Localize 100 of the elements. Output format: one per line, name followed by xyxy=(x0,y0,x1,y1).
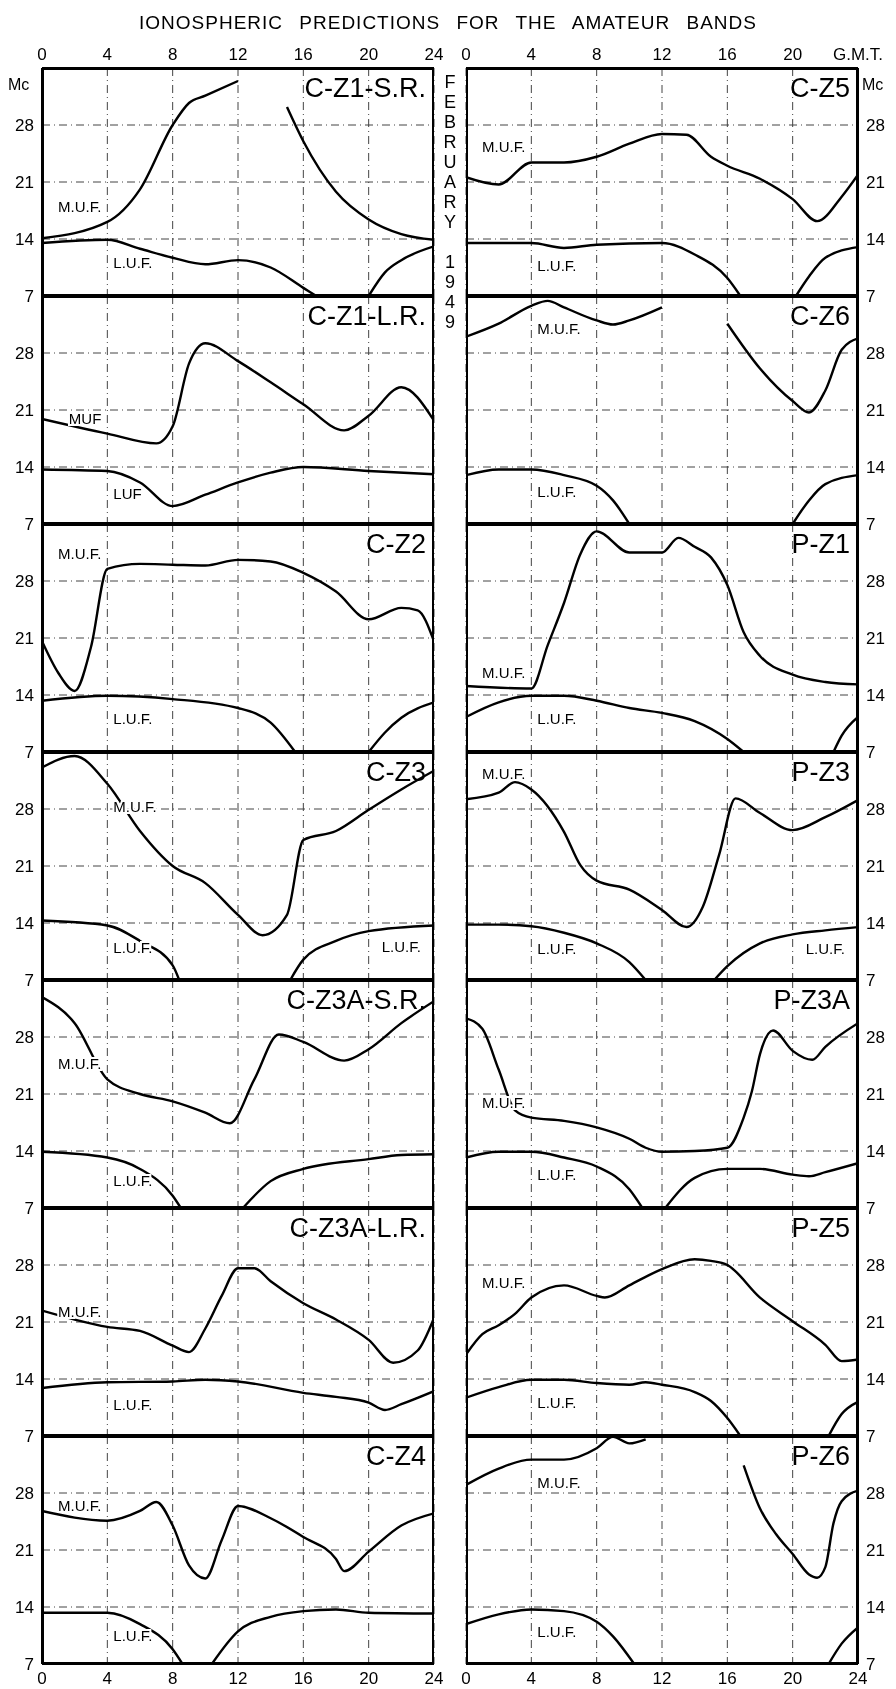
y-tick-label: 7 xyxy=(24,287,34,307)
x-tick-label: 0 xyxy=(37,1669,47,1689)
y-tick-label: 28 xyxy=(866,800,885,820)
y-tick-label: 7 xyxy=(866,971,876,991)
y-tick-label: 7 xyxy=(24,971,34,991)
y-tick-label: 28 xyxy=(15,572,34,592)
y-tick-label: 7 xyxy=(866,1655,876,1675)
y-tick-label: 28 xyxy=(866,1484,885,1504)
y-tick-label: 21 xyxy=(15,401,34,421)
chart-title: P-Z3 xyxy=(791,756,850,788)
x-tick-label: 0 xyxy=(461,1669,471,1689)
y-tick-label: 7 xyxy=(866,1427,876,1447)
y-tick-label: 14 xyxy=(866,1370,885,1390)
chart-title: C-Z3 xyxy=(366,756,426,788)
annotation: L.U.F. xyxy=(381,937,421,955)
x-tick-label: 16 xyxy=(717,45,737,64)
y-tick-label: 21 xyxy=(15,1313,34,1333)
x-tick-label: 0 xyxy=(37,45,47,64)
y-tick-label: 7 xyxy=(866,515,876,535)
x-tick-label: 20 xyxy=(359,45,379,64)
y-tick-label: 28 xyxy=(866,1028,885,1048)
x-tick-label: 24 xyxy=(424,1669,444,1689)
chart-title: P-Z5 xyxy=(791,1212,850,1244)
y-tick-label: 21 xyxy=(15,857,34,877)
y-axis-title: Mc xyxy=(862,76,884,94)
x-tick-label: 12 xyxy=(228,1669,248,1689)
x-tick-label: 16 xyxy=(717,1669,737,1689)
y-tick-label: 14 xyxy=(866,1142,885,1162)
y-tick-label: 21 xyxy=(15,1541,34,1561)
chart-title: C-Z1-S.R. xyxy=(304,72,426,104)
x-tick-label: 20 xyxy=(783,45,803,64)
series-label: L.U.F. xyxy=(113,1626,153,1644)
y-tick-label: 14 xyxy=(15,1598,34,1618)
y-tick-label: 21 xyxy=(866,173,885,193)
series-label: M.U.F. xyxy=(57,544,102,562)
series-label: L.U.F. xyxy=(537,709,577,727)
series-label: M.U.F. xyxy=(57,1496,102,1514)
y-tick-label: 28 xyxy=(15,116,34,136)
series-label: L.U.F. xyxy=(537,940,577,958)
series-label: L.U.F. xyxy=(537,483,577,501)
y-tick-label: 28 xyxy=(866,344,885,364)
y-tick-label: 21 xyxy=(866,857,885,877)
y-tick-label: 14 xyxy=(866,458,885,478)
series-label: M.U.F. xyxy=(481,1273,526,1291)
series-label: M.U.F. xyxy=(481,765,526,783)
y-tick-label: 21 xyxy=(15,629,34,649)
y-tick-label: 14 xyxy=(15,1142,34,1162)
y-tick-label: 14 xyxy=(866,914,885,934)
y-tick-label: 28 xyxy=(15,800,34,820)
series-label: L.U.F. xyxy=(537,257,577,275)
series-label: L.U.F. xyxy=(537,1623,577,1641)
x-tick-label: G.M.T. xyxy=(832,45,884,64)
series-label: L.U.F. xyxy=(113,1171,153,1189)
series-label: M.U.F. xyxy=(481,664,526,682)
text: FEBRUARY 1949 xyxy=(439,72,461,332)
series-label: L.U.F. xyxy=(113,253,153,271)
y-tick-label: 28 xyxy=(866,1256,885,1276)
y-tick-label: 7 xyxy=(866,743,876,763)
chart-title: P-Z6 xyxy=(791,1440,850,1472)
y-tick-label: 21 xyxy=(15,1085,34,1105)
series-label: L.U.F. xyxy=(113,939,153,957)
y-tick-label: 7 xyxy=(24,743,34,763)
series-label: M.U.F. xyxy=(537,319,581,337)
series-label: M.U.F. xyxy=(57,1302,102,1320)
y-tick-label: 28 xyxy=(15,344,34,364)
x-tick-label: 12 xyxy=(652,1669,672,1689)
y-tick-label: 7 xyxy=(24,1199,34,1219)
series-label: MUF xyxy=(68,409,102,427)
series-label: L.U.F. xyxy=(113,709,153,727)
y-tick-label: 21 xyxy=(866,401,885,421)
y-tick-label: 14 xyxy=(866,1598,885,1618)
x-tick-label: 4 xyxy=(526,45,537,64)
x-tick-label: 8 xyxy=(167,1669,178,1689)
series-label: LUF xyxy=(113,485,142,503)
y-tick-label: 7 xyxy=(866,1199,876,1219)
chart-title: C-Z1-L.R. xyxy=(307,300,426,332)
x-tick-label: 8 xyxy=(591,1669,602,1689)
y-tick-label: 28 xyxy=(866,572,885,592)
series-label: M.U.F. xyxy=(537,1473,581,1491)
chart-title: C-Z3A-S.R. xyxy=(286,984,426,1016)
chart-title: C-Z6 xyxy=(790,300,850,332)
y-tick-label: 21 xyxy=(866,1541,885,1561)
x-tick-label: 24 xyxy=(424,45,444,64)
chart-title: C-Z3A-L.R. xyxy=(289,1212,426,1244)
y-tick-label: 14 xyxy=(15,230,34,250)
y-tick-label: 14 xyxy=(15,1370,34,1390)
y-tick-label: 14 xyxy=(15,458,34,478)
y-tick-label: 7 xyxy=(24,1427,34,1447)
y-tick-label: 28 xyxy=(866,116,885,136)
x-tick-label: 24 xyxy=(848,1669,868,1689)
series-label: L.U.F. xyxy=(537,1393,577,1411)
y-tick-label: 7 xyxy=(24,515,34,535)
chart-title: C-Z5 xyxy=(790,72,850,104)
x-tick-label: 4 xyxy=(526,1669,537,1689)
x-tick-label: 12 xyxy=(652,45,672,64)
y-tick-label: 28 xyxy=(15,1028,34,1048)
chart-title: P-Z3A xyxy=(773,984,850,1016)
x-tick-label: 8 xyxy=(167,45,178,64)
x-tick-label: 4 xyxy=(102,1669,113,1689)
series-label: L.U.F. xyxy=(113,1396,153,1414)
